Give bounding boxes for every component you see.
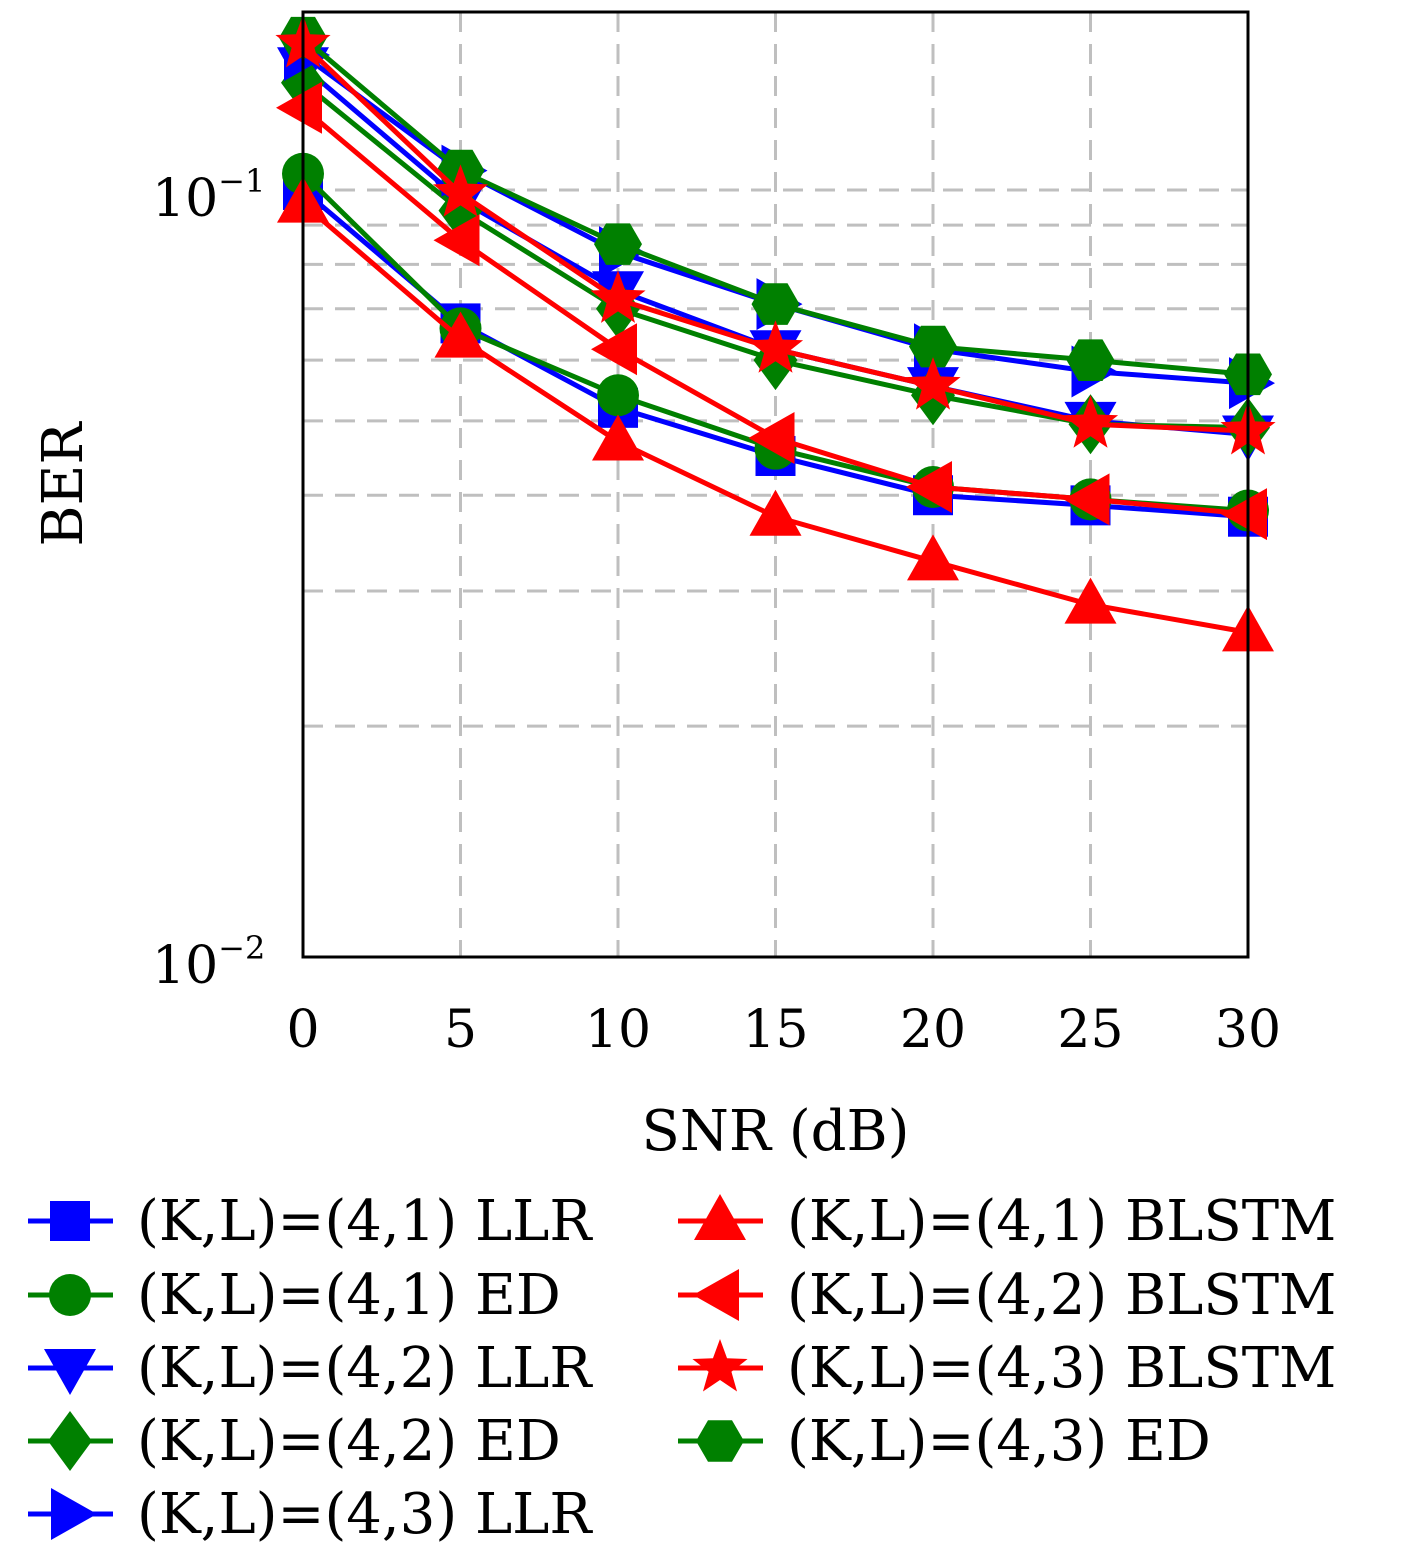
data-point — [590, 270, 646, 323]
legend-marker — [692, 1339, 748, 1392]
x-tick-label: 30 — [1215, 1000, 1281, 1060]
data-point — [748, 411, 795, 464]
legend-label: (K,L)=(4,3) LLR — [137, 1482, 593, 1547]
series-layer — [275, 15, 1276, 652]
legend-label: (K,L)=(4,3) BLSTM — [787, 1336, 1336, 1401]
data-point — [907, 534, 959, 581]
y-tick-label: 10−2 — [152, 929, 265, 996]
data-point — [594, 223, 642, 265]
data-point — [1062, 395, 1119, 448]
x-axis-title: SNR (dB) — [641, 1099, 909, 1164]
x-tick-label: 0 — [286, 1000, 319, 1060]
data-point — [747, 320, 804, 373]
series--k-l-4-1-blstm — [277, 176, 1274, 652]
legend-marker — [693, 1269, 739, 1321]
plot-frame — [301, 10, 1250, 959]
y-axis-title: BER — [31, 421, 96, 547]
legend-entry: (K,L)=(4,1) BLSTM — [678, 1189, 1336, 1254]
legend-marker — [51, 1488, 97, 1540]
data-point — [433, 214, 480, 267]
data-point — [597, 374, 639, 417]
legend-label: (K,L)=(4,2) ED — [137, 1409, 561, 1474]
x-tick-label: 10 — [585, 1000, 651, 1060]
data-point — [276, 81, 322, 134]
legend-entry: (K,L)=(4,1) LLR — [28, 1189, 593, 1254]
data-point — [1064, 577, 1117, 624]
data-point — [905, 357, 961, 410]
data-point — [1066, 339, 1115, 381]
data-point — [592, 414, 644, 461]
data-point — [591, 323, 637, 376]
legend-entry: (K,L)=(4,1) ED — [28, 1263, 561, 1328]
x-tick-label: 5 — [444, 1000, 477, 1060]
legend: (K,L)=(4,1) LLR (K,L)=(4,1) ED (K,L)=(4,2)… — [28, 1189, 1336, 1547]
data-point — [909, 325, 957, 368]
x-tick-label: 20 — [900, 1000, 966, 1060]
data-point — [906, 460, 952, 513]
legend-entry: (K,L)=(4,3) LLR — [28, 1482, 593, 1547]
legend-label: (K,L)=(4,2) BLSTM — [787, 1263, 1336, 1328]
legend-marker — [696, 1420, 744, 1462]
series--k-l-4-2-blstm — [276, 81, 1267, 541]
legend-entry: (K,L)=(4,3) BLSTM — [678, 1336, 1336, 1401]
tick-labels: 0 5 10 15 20 25 30 10−1 10−2 — [152, 162, 1281, 1060]
data-point — [751, 283, 800, 325]
y-tick-label: 10−1 — [152, 162, 265, 229]
data-point — [1221, 488, 1267, 541]
legend-entry: (K,L)=(4,2) BLSTM — [678, 1263, 1336, 1328]
x-tick-label: 25 — [1057, 1000, 1123, 1060]
data-point — [749, 489, 802, 536]
legend-marker — [44, 1349, 96, 1395]
legend-marker — [694, 1194, 746, 1240]
legend-entry: (K,L)=(4,2) ED — [28, 1409, 561, 1474]
legend-marker — [48, 1411, 92, 1471]
data-point — [434, 311, 487, 358]
legend-entry: (K,L)=(4,2) LLR — [28, 1336, 593, 1401]
legend-label: (K,L)=(4,2) LLR — [137, 1336, 593, 1401]
legend-marker — [50, 1201, 90, 1241]
data-point — [432, 164, 489, 217]
legend-label: (K,L)=(4,3) ED — [787, 1409, 1211, 1474]
data-point — [1063, 473, 1110, 526]
legend-label: (K,L)=(4,1) LLR — [137, 1189, 593, 1254]
legend-label: (K,L)=(4,1) BLSTM — [787, 1189, 1336, 1254]
legend-entry: (K,L)=(4,3) ED — [678, 1409, 1211, 1474]
legend-label: (K,L)=(4,1) ED — [137, 1263, 561, 1328]
legend-marker — [49, 1274, 91, 1316]
x-tick-label: 15 — [742, 1000, 808, 1060]
